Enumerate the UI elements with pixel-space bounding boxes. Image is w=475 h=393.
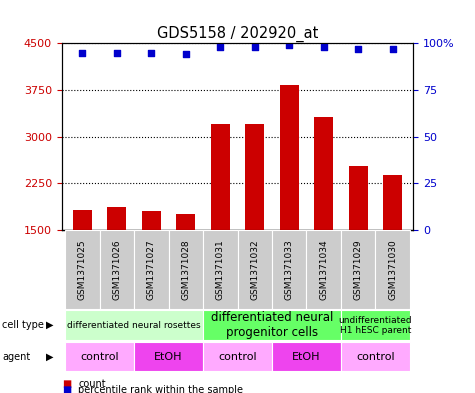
Text: EtOH: EtOH xyxy=(292,352,321,362)
Text: control: control xyxy=(356,352,395,362)
Text: control: control xyxy=(218,352,257,362)
Text: GSM1371026: GSM1371026 xyxy=(113,239,122,299)
Point xyxy=(389,46,396,52)
Point xyxy=(113,50,121,56)
Text: control: control xyxy=(80,352,119,362)
Bar xyxy=(375,230,410,309)
Bar xyxy=(142,211,161,230)
Bar xyxy=(65,230,100,309)
Bar xyxy=(203,230,238,309)
Bar xyxy=(65,310,203,340)
Bar xyxy=(341,230,375,309)
Bar xyxy=(203,310,341,340)
Text: GSM1371030: GSM1371030 xyxy=(388,239,397,299)
Point xyxy=(217,44,224,50)
Bar xyxy=(203,342,272,371)
Text: cell type: cell type xyxy=(2,320,44,330)
Text: differentiated neural
progenitor cells: differentiated neural progenitor cells xyxy=(211,311,333,339)
Point xyxy=(79,50,86,56)
Bar xyxy=(134,230,169,309)
Text: ▶: ▶ xyxy=(46,352,54,362)
Bar xyxy=(341,342,410,371)
Point xyxy=(251,44,258,50)
Bar xyxy=(272,230,306,309)
Text: GSM1371029: GSM1371029 xyxy=(353,239,362,299)
Text: GSM1371025: GSM1371025 xyxy=(78,239,87,299)
Text: GSM1371031: GSM1371031 xyxy=(216,239,225,299)
Bar xyxy=(238,230,272,309)
Bar xyxy=(107,207,126,230)
Text: GSM1371034: GSM1371034 xyxy=(319,239,328,299)
Point xyxy=(182,51,190,58)
Bar xyxy=(341,310,410,340)
Text: ▶: ▶ xyxy=(46,320,54,330)
Text: ■: ■ xyxy=(62,379,71,389)
Bar xyxy=(73,210,92,230)
Text: differentiated neural rosettes: differentiated neural rosettes xyxy=(67,321,201,330)
Text: GSM1371027: GSM1371027 xyxy=(147,239,156,299)
Point xyxy=(354,46,362,52)
Bar xyxy=(245,123,264,230)
Title: GDS5158 / 202920_at: GDS5158 / 202920_at xyxy=(157,26,318,42)
Text: GSM1371033: GSM1371033 xyxy=(285,239,294,299)
Text: agent: agent xyxy=(2,352,30,362)
Point xyxy=(285,42,293,48)
Point xyxy=(148,50,155,56)
Text: percentile rank within the sample: percentile rank within the sample xyxy=(78,385,243,393)
Bar xyxy=(65,342,134,371)
Bar xyxy=(306,230,341,309)
Bar xyxy=(134,342,203,371)
Text: EtOH: EtOH xyxy=(154,352,183,362)
Bar xyxy=(169,230,203,309)
Bar xyxy=(100,230,134,309)
Bar xyxy=(176,214,195,230)
Bar xyxy=(211,123,230,230)
Text: GSM1371032: GSM1371032 xyxy=(250,239,259,299)
Bar xyxy=(314,117,333,230)
Point xyxy=(320,44,327,50)
Text: GSM1371028: GSM1371028 xyxy=(181,239,190,299)
Bar xyxy=(280,85,299,230)
Bar xyxy=(383,175,402,230)
Text: ■: ■ xyxy=(62,385,71,393)
Text: undifferentiated
H1 hESC parent: undifferentiated H1 hESC parent xyxy=(339,316,412,335)
Text: count: count xyxy=(78,379,106,389)
Bar xyxy=(272,342,341,371)
Bar xyxy=(349,167,368,230)
